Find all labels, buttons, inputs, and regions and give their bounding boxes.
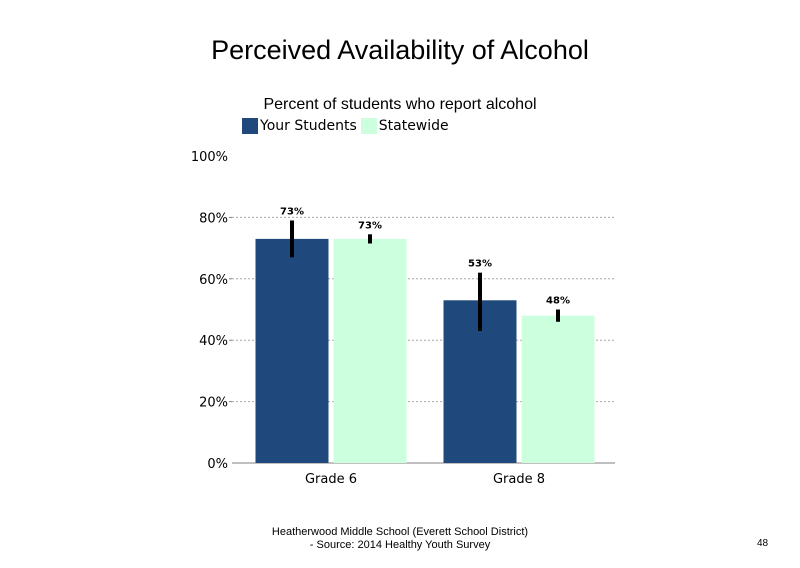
footer-school: Heatherwood Middle School (Everett Schoo…: [271, 526, 529, 538]
data-label: 73%: [280, 206, 304, 217]
legend: Your Students Statewide: [242, 118, 453, 134]
x-tick-label: Grade 6: [305, 472, 357, 487]
y-tick-label: 20%: [199, 396, 228, 411]
legend-swatch-your-students: [242, 118, 258, 134]
legend-item-statewide: Statewide: [360, 118, 449, 134]
y-tick-label: 0%: [207, 457, 228, 472]
legend-swatch-statewide: [360, 118, 377, 134]
legend-item-your-students: Your Students: [242, 118, 357, 134]
footer-source: - Source: 2014 Healthy Youth Survey: [309, 539, 491, 551]
y-tick-label: 40%: [199, 334, 228, 349]
x-tick-label: Grade 8: [493, 472, 545, 487]
bar-statewide: [521, 315, 595, 463]
data-label: 53%: [468, 259, 492, 270]
bar-statewide: [333, 238, 407, 463]
bar-your-students: [255, 238, 329, 463]
page-number: 48: [757, 538, 769, 549]
data-label: 73%: [358, 220, 382, 231]
legend-label-statewide: Statewide: [378, 118, 449, 134]
chart-title: Perceived Availability of Alcohol: [211, 35, 589, 65]
data-label: 48%: [546, 296, 570, 307]
footer: Heatherwood Middle School (Everett Schoo…: [200, 526, 600, 552]
legend-label-your-students: Your Students: [260, 118, 357, 134]
chart-subtitle: Percent of students who report alcohol: [263, 96, 537, 113]
y-tick-label: 60%: [199, 273, 228, 288]
y-tick-label: 100%: [191, 150, 228, 165]
y-tick-label: 80%: [199, 211, 228, 226]
